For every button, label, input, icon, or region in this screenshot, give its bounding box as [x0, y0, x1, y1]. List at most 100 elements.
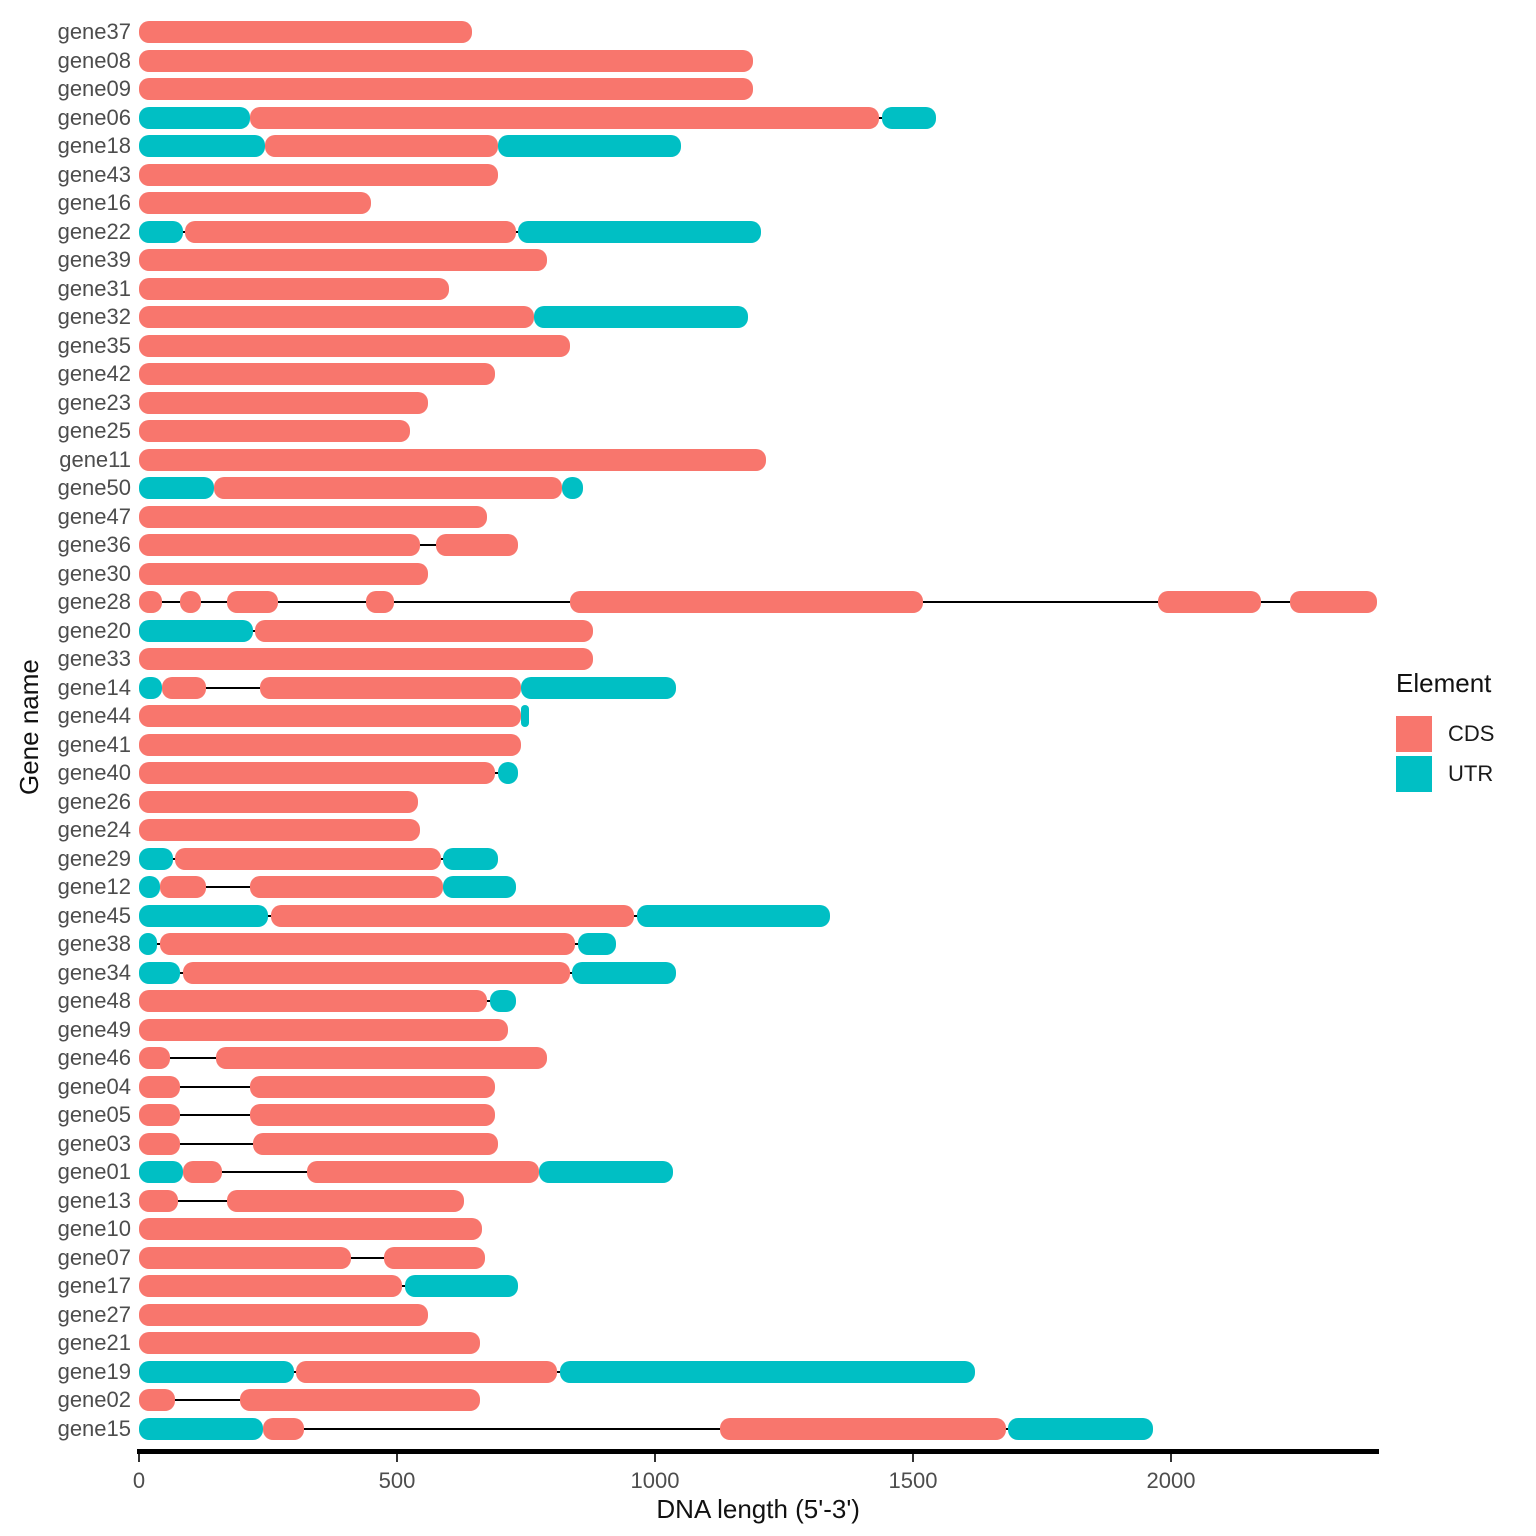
cds-segment — [182, 961, 570, 984]
utr-segment — [139, 220, 183, 243]
gene-label-gene48: gene48 — [57, 988, 131, 1014]
cds-segment — [139, 1303, 428, 1326]
gene-label-gene33: gene33 — [57, 646, 131, 672]
gene-label-gene05: gene05 — [57, 1102, 131, 1128]
cds-segment — [252, 1132, 498, 1155]
gene-label-gene07: gene07 — [57, 1244, 131, 1270]
gene-label-gene26: gene26 — [57, 788, 131, 814]
cds-segment — [139, 1189, 178, 1212]
utr-segment — [139, 933, 158, 956]
gene-label-gene39: gene39 — [57, 247, 131, 273]
utr-color-swatch — [1396, 756, 1432, 792]
cds-segment — [139, 163, 498, 186]
cds-segment — [139, 1389, 176, 1412]
x-axis-tick-label: 2000 — [1146, 1468, 1196, 1493]
x-axis-tick — [654, 1454, 656, 1462]
utr-segment — [139, 1360, 294, 1383]
x-axis-tick — [396, 1454, 398, 1462]
utr-segment — [139, 1161, 183, 1184]
gene-label-gene10: gene10 — [57, 1216, 131, 1242]
gene-label-gene50: gene50 — [57, 475, 131, 501]
gene-label-gene06: gene06 — [57, 104, 131, 130]
utr-segment — [572, 961, 676, 984]
cds-segment — [139, 562, 428, 585]
gene-label-gene16: gene16 — [57, 190, 131, 216]
cds-segment — [139, 1218, 483, 1241]
cds-segment — [226, 1189, 465, 1212]
gene-label-gene03: gene03 — [57, 1130, 131, 1156]
cds-segment — [139, 249, 547, 272]
gene-label-gene18: gene18 — [57, 133, 131, 159]
cds-segment — [139, 762, 496, 785]
gene-label-gene14: gene14 — [57, 674, 131, 700]
cds-segment — [139, 1104, 181, 1127]
x-axis-tick — [1170, 1454, 1172, 1462]
x-axis-line — [137, 1449, 1379, 1454]
gene-label-gene41: gene41 — [57, 731, 131, 757]
cds-segment — [139, 1132, 181, 1155]
cds-segment — [569, 591, 924, 614]
gene-label-gene34: gene34 — [57, 959, 131, 985]
utr-segment — [139, 876, 160, 899]
cds-segment — [719, 1417, 1006, 1440]
utr-segment — [518, 220, 761, 243]
cds-segment — [139, 1275, 403, 1298]
gene-label-gene45: gene45 — [57, 902, 131, 928]
cds-segment — [270, 904, 635, 927]
utr-segment — [443, 876, 516, 899]
gene-label-gene12: gene12 — [57, 874, 131, 900]
gene-label-gene27: gene27 — [57, 1301, 131, 1327]
utr-segment — [139, 1417, 263, 1440]
utr-segment — [882, 106, 937, 129]
x-axis-tick-label: 0 — [132, 1468, 146, 1493]
utr-segment — [139, 961, 181, 984]
cds-segment — [139, 334, 570, 357]
utr-segment — [489, 990, 516, 1013]
gene-label-gene15: gene15 — [57, 1415, 131, 1441]
cds-segment — [139, 1047, 170, 1070]
gene-label-gene28: gene28 — [57, 589, 131, 615]
gene-label-gene20: gene20 — [57, 617, 131, 643]
cds-segment — [296, 1360, 557, 1383]
cds-segment — [306, 1161, 539, 1184]
cds-segment — [435, 534, 519, 557]
gene-label-gene37: gene37 — [57, 19, 131, 44]
cds-segment — [139, 1018, 508, 1041]
cds-segment — [139, 192, 372, 215]
gene-label-gene31: gene31 — [57, 275, 131, 301]
cds-segment — [139, 790, 418, 813]
gene-label-gene38: gene38 — [57, 931, 131, 957]
cds-segment — [262, 1417, 305, 1440]
gene-label-gene04: gene04 — [57, 1073, 131, 1099]
x-axis-tick — [912, 1454, 914, 1462]
gene-range-line-gene15 — [139, 1427, 1153, 1430]
gene-label-gene13: gene13 — [57, 1187, 131, 1213]
legend-item-cds: CDS — [1396, 715, 1536, 753]
gene-label-gene19: gene19 — [57, 1358, 131, 1384]
cds-segment — [216, 1047, 547, 1070]
utr-segment — [497, 762, 519, 785]
utr-segment — [1008, 1417, 1153, 1440]
utr-segment — [139, 135, 266, 158]
utr-segment — [559, 1360, 975, 1383]
legend-title: Element — [1396, 668, 1492, 698]
gene-label-gene09: gene09 — [57, 76, 131, 102]
cds-segment — [213, 477, 563, 500]
cds-segment — [139, 363, 496, 386]
cds-segment — [180, 591, 201, 614]
utr-segment — [636, 904, 831, 927]
gene-label-gene44: gene44 — [57, 703, 131, 729]
cds-segment — [139, 819, 421, 842]
gene-label-gene40: gene40 — [57, 760, 131, 786]
utr-segment — [562, 477, 583, 500]
gene-label-gene29: gene29 — [57, 845, 131, 871]
cds-segment — [139, 420, 410, 443]
utr-segment — [538, 1161, 674, 1184]
cds-segment — [139, 733, 521, 756]
cds-segment — [182, 1161, 222, 1184]
gene-label-gene30: gene30 — [57, 560, 131, 586]
gene-label-gene46: gene46 — [57, 1045, 131, 1071]
cds-segment — [255, 619, 594, 642]
gene-label-gene36: gene36 — [57, 532, 131, 558]
x-axis-tick-label: 1500 — [888, 1468, 938, 1493]
